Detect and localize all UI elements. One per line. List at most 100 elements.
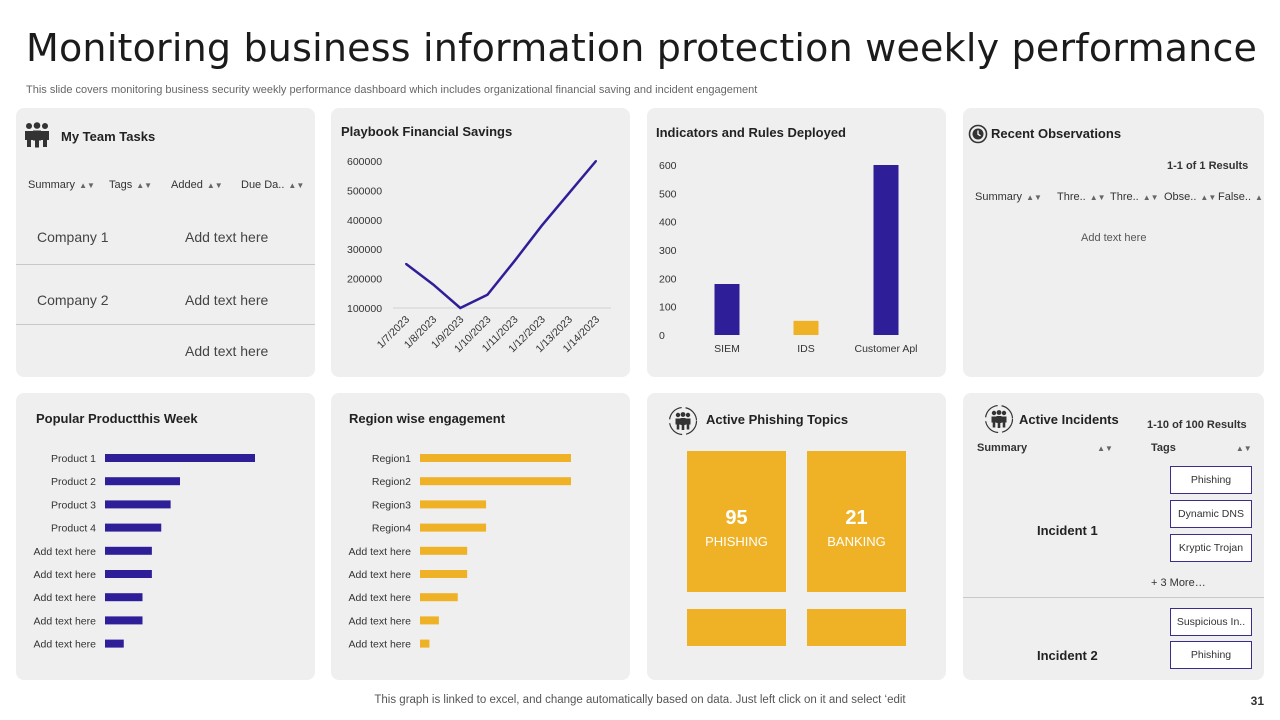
y-tick-label: 200 [659,273,677,285]
financial-savings-line-chart: 6000005000004000003000002000001000001/7/… [347,156,611,355]
savings-series-line [405,160,597,310]
indicators-bar-chart: 600 500 400 300 200 100 0 SIEM IDS Customer Apl [659,160,918,355]
category-label: Add text here [349,569,412,581]
incident-tag[interactable]: Dynamic DNS [1170,500,1252,528]
page-number: 31 [1250,694,1264,708]
x-tick-label: Customer Apl [854,343,917,355]
task-row-note[interactable]: Add text here [185,292,269,308]
sort-icon: ▲▼ [1097,444,1113,453]
y-tick-label: 600000 [347,156,382,168]
page-title: Monitoring business information protecti… [26,26,1258,70]
topic-tile[interactable] [687,609,786,646]
column-header-summary[interactable]: Summary ▲▼ [28,179,95,191]
sort-icon: ▲▼ [1026,193,1042,202]
column-header-threat[interactable]: Thre.. ▲▼ [1057,191,1106,203]
bar [105,616,143,625]
y-tick-label: 100 [659,302,677,314]
column-label: Summary [28,179,76,191]
column-header-threat-2[interactable]: Thre.. ▲▼ [1110,191,1159,203]
column-label: Obse.. [1164,191,1197,203]
banking-tile[interactable]: 21 BANKING [807,451,906,592]
indicators-panel: Indicators and Rules Deployed 600 500 400 3… [647,108,946,377]
incident-name[interactable]: Incident 2 [1037,648,1098,663]
column-header-false[interactable]: False..▲▼ [1218,191,1264,203]
data-point [486,293,489,296]
y-tick-label: 300000 [347,244,382,256]
clock-icon [968,124,988,144]
y-tick-label: 300 [659,245,677,257]
bar [420,477,571,486]
bar [105,500,171,509]
bar [420,616,439,625]
bar [105,477,180,486]
bar [105,639,124,648]
topic-tile[interactable] [807,609,906,646]
incident-tag[interactable]: Kryptic Trojan [1170,534,1252,562]
category-label: Product 1 [51,453,96,465]
more-tags-link[interactable]: + 3 More… [1151,577,1206,589]
phishing-label: PHISHING [705,534,768,549]
divider [16,324,315,325]
data-point [405,262,407,265]
bar [420,639,430,648]
incident-tag[interactable]: Suspicious In.. [1170,608,1252,636]
observations-placeholder[interactable]: Add text here [1081,232,1147,244]
category-label: Region4 [372,523,411,535]
task-row-name[interactable]: Company 2 [37,292,109,308]
phishing-tile[interactable]: 95 PHISHING [687,451,786,592]
popular-products-title: Popular Productthis Week [36,411,198,426]
page-subtitle: This slide covers monitoring business se… [26,84,758,96]
category-label: Add text here [34,569,97,581]
region-engagement-bar-chart: Region1 Region2 Region3 Region4 Add text her… [349,453,571,651]
y-tick-label: 500000 [347,185,382,197]
data-point [513,259,516,262]
column-header-tags[interactable]: Tags ▲▼ [1151,442,1252,454]
financial-savings-panel: Playbook Financial Savings 600000 500000 4… [331,108,630,377]
popular-products-bar-chart: Product 1 Product 2 Product 3 Product 4 Add … [34,453,255,651]
category-label: Add text here [34,639,97,651]
phishing-topics-panel: Active Phishing Topics 95 PHISHING 21 BA… [647,393,946,680]
category-label: Product 3 [51,499,96,511]
column-label: Tags [1151,442,1176,454]
column-label: Due Da.. [241,179,285,191]
footer-note: This graph is linked to excel, and chang… [374,694,906,706]
bar [793,320,819,335]
sort-icon: ▲▼ [79,181,95,190]
column-header-summary[interactable]: Summary ▲▼ [975,191,1042,203]
category-label: Product 4 [51,523,96,535]
active-incidents-title: Active Incidents [1019,412,1119,427]
column-label: False.. [1218,191,1252,203]
task-row-name[interactable]: Company 1 [37,229,109,245]
team-tasks-panel: My Team Tasks Summary ▲▼ Tags ▲▼ Added ▲▼ D… [16,108,315,377]
incident-tag[interactable]: Phishing [1170,641,1252,669]
task-row-note[interactable]: Add text here [185,343,269,359]
bar [420,523,487,532]
column-header-due-date[interactable]: Due Da.. ▲▼ [241,179,304,191]
region-engagement-panel: Region wise engagement Region1 Region2 Reg… [331,393,630,680]
category-label: Region3 [372,499,411,511]
column-header-tags[interactable]: Tags ▲▼ [109,179,152,191]
category-label: Region1 [372,453,411,465]
incident-tag[interactable]: Phishing [1170,466,1252,494]
incident-name[interactable]: Incident 1 [1037,523,1098,538]
bar [420,593,458,602]
task-row-note[interactable]: Add text here [185,229,269,245]
sort-icon: ▲▼ [1142,193,1159,202]
column-header-added[interactable]: Added ▲▼ [171,179,223,191]
bar [105,523,162,532]
divider [16,264,315,265]
category-label: Add text here [349,615,412,627]
category-label: Add text here [34,615,97,627]
bar [105,593,143,602]
recent-observations-title: Recent Observations [991,126,1122,141]
results-count: 1-10 of 100 Results [1147,419,1247,431]
region-engagement-title: Region wise engagement [349,411,506,426]
bar [420,570,468,578]
sort-icon: ▲▼ [136,181,153,190]
results-count: 1-1 of 1 Results [1167,160,1249,172]
y-tick-label: 0 [659,330,665,342]
banking-count: 21 [845,507,868,529]
column-header-summary[interactable]: Summary ▲▼ [977,442,1113,454]
column-header-observation[interactable]: Obse.. ▲▼ [1164,191,1216,203]
column-label: Added [171,179,203,191]
